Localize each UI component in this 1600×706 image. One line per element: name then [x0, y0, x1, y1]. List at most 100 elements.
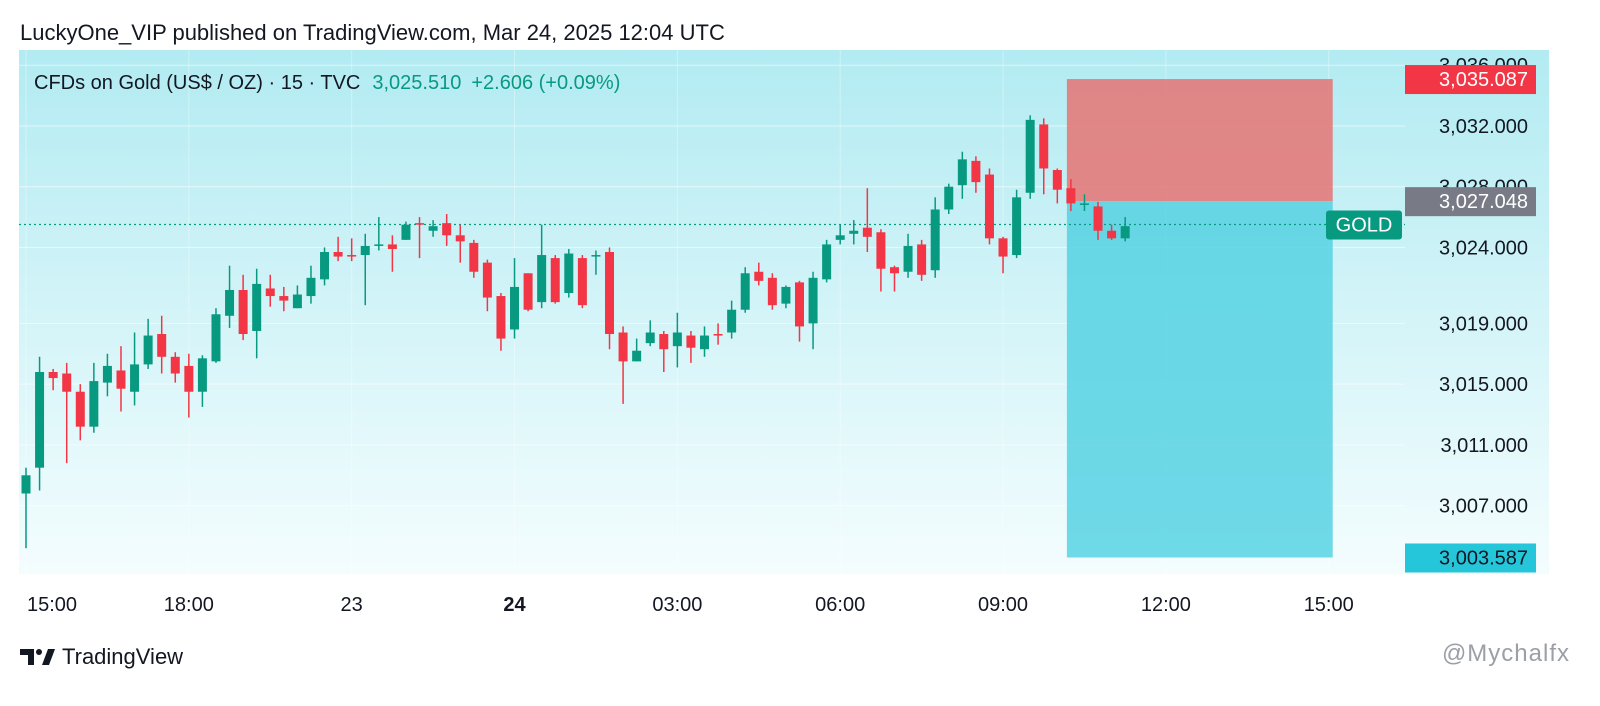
candle-up[interactable] [781, 286, 791, 304]
candle-down[interactable] [1093, 206, 1103, 231]
candle-up[interactable] [645, 332, 655, 344]
candle-up[interactable] [632, 350, 642, 362]
candle-up[interactable] [849, 230, 859, 234]
candle-up[interactable] [727, 309, 737, 333]
y-tick-label: 3,024.000 [1439, 237, 1528, 259]
publisher-line: LuckyOne_VIP published on TradingView.co… [20, 20, 725, 45]
candle-down[interactable] [971, 160, 981, 183]
candle-down[interactable] [442, 223, 452, 236]
candle-down[interactable] [876, 232, 886, 269]
candle-down[interactable] [550, 258, 560, 303]
candle-down[interactable] [862, 227, 872, 237]
candle-up[interactable] [1012, 197, 1022, 256]
candle-up[interactable] [306, 277, 316, 297]
candle-down[interactable] [455, 235, 465, 242]
candle-up[interactable] [537, 255, 547, 303]
candle-down[interactable] [1107, 230, 1117, 239]
candle-down[interactable] [387, 244, 397, 249]
candle-up[interactable] [903, 245, 913, 272]
candle-down[interactable] [415, 223, 425, 225]
candle-down[interactable] [184, 365, 194, 392]
candle-down[interactable] [238, 289, 248, 335]
candle-down[interactable] [659, 334, 669, 350]
candle-up[interactable] [740, 273, 750, 310]
candle-up[interactable] [320, 252, 330, 280]
candle-down[interactable] [984, 174, 994, 239]
candle-up[interactable] [292, 294, 302, 309]
candle-up[interactable] [835, 235, 845, 240]
candle-down[interactable] [686, 335, 696, 348]
candle-up[interactable] [102, 365, 112, 383]
candle-up[interactable] [510, 286, 520, 330]
candle-down[interactable] [998, 238, 1008, 257]
candle-down[interactable] [469, 242, 479, 272]
candle-down[interactable] [157, 334, 167, 357]
candle-up[interactable] [808, 277, 818, 324]
candle-up[interactable] [401, 224, 411, 240]
candle-down[interactable] [1052, 169, 1062, 190]
candle-up[interactable] [197, 358, 207, 392]
candle-up[interactable] [930, 209, 940, 271]
stop-loss-zone[interactable] [1066, 79, 1333, 202]
candle-up[interactable] [35, 371, 45, 468]
candle-up[interactable] [21, 475, 31, 494]
candle-up[interactable] [374, 244, 384, 246]
candle-down[interactable] [116, 370, 126, 389]
candle-down[interactable] [767, 277, 777, 306]
y-tick-label: 3,015.000 [1439, 374, 1528, 396]
candle-up[interactable] [700, 335, 709, 350]
candle-down[interactable] [170, 356, 180, 374]
price-label-box [1405, 543, 1536, 573]
candle-up[interactable] [225, 289, 235, 316]
candle-down[interactable] [75, 391, 85, 427]
candle-down[interactable] [618, 332, 628, 362]
candle-up[interactable] [428, 226, 438, 231]
candle-up[interactable] [564, 253, 574, 294]
candle-up[interactable] [252, 283, 262, 331]
candle-down[interactable] [62, 373, 72, 392]
candle-down[interactable] [523, 273, 533, 310]
candle-up[interactable] [360, 245, 370, 256]
symbol-legend: CFDs on Gold (US$ / OZ) · 15 · TVC 3,025.… [34, 72, 620, 95]
candle-down[interactable] [1066, 188, 1076, 204]
symbol-tag-label: GOLD [1336, 215, 1393, 237]
candle-up[interactable] [944, 186, 954, 210]
price-label-box [1405, 65, 1536, 95]
tradingview-icon [20, 649, 55, 665]
candle-up[interactable] [591, 255, 601, 257]
candle-up[interactable] [672, 332, 682, 347]
y-tick-label: 3,019.000 [1439, 313, 1528, 335]
candle-down[interactable] [917, 244, 927, 275]
candle-down[interactable] [605, 252, 615, 335]
candle-up[interactable] [89, 381, 99, 427]
candle-down[interactable] [754, 271, 764, 281]
candle-down[interactable] [794, 282, 804, 327]
candle-up[interactable] [957, 159, 967, 186]
candle-down[interactable] [279, 296, 289, 301]
candle-down[interactable] [889, 267, 899, 274]
price-label-box [1405, 187, 1536, 217]
candle-up[interactable] [1079, 203, 1089, 205]
candle-down[interactable] [713, 334, 723, 336]
price-change: +2.606 (+0.09%) [471, 72, 621, 94]
candle-down[interactable] [1039, 124, 1049, 169]
candle-down[interactable] [333, 252, 343, 257]
candle-up[interactable] [130, 364, 140, 392]
candle-up[interactable] [822, 244, 832, 280]
candle-down[interactable] [482, 262, 492, 298]
take-profit-zone[interactable] [1066, 201, 1333, 558]
candle-up[interactable] [1120, 226, 1130, 239]
candle-up[interactable] [211, 314, 221, 362]
x-tick-label: 03:00 [652, 594, 702, 616]
candle-down[interactable] [496, 296, 506, 339]
candle-down[interactable] [577, 258, 587, 306]
x-tick-label: 23 [341, 594, 363, 616]
x-tick-label: 15:00 [1304, 594, 1354, 616]
candle-down[interactable] [48, 371, 58, 379]
candle-up[interactable] [1025, 119, 1035, 193]
candle-down[interactable] [347, 255, 357, 257]
candle-up[interactable] [143, 335, 153, 365]
candle-down[interactable] [265, 288, 275, 297]
tradingview-logo[interactable]: TradingView [20, 644, 183, 670]
